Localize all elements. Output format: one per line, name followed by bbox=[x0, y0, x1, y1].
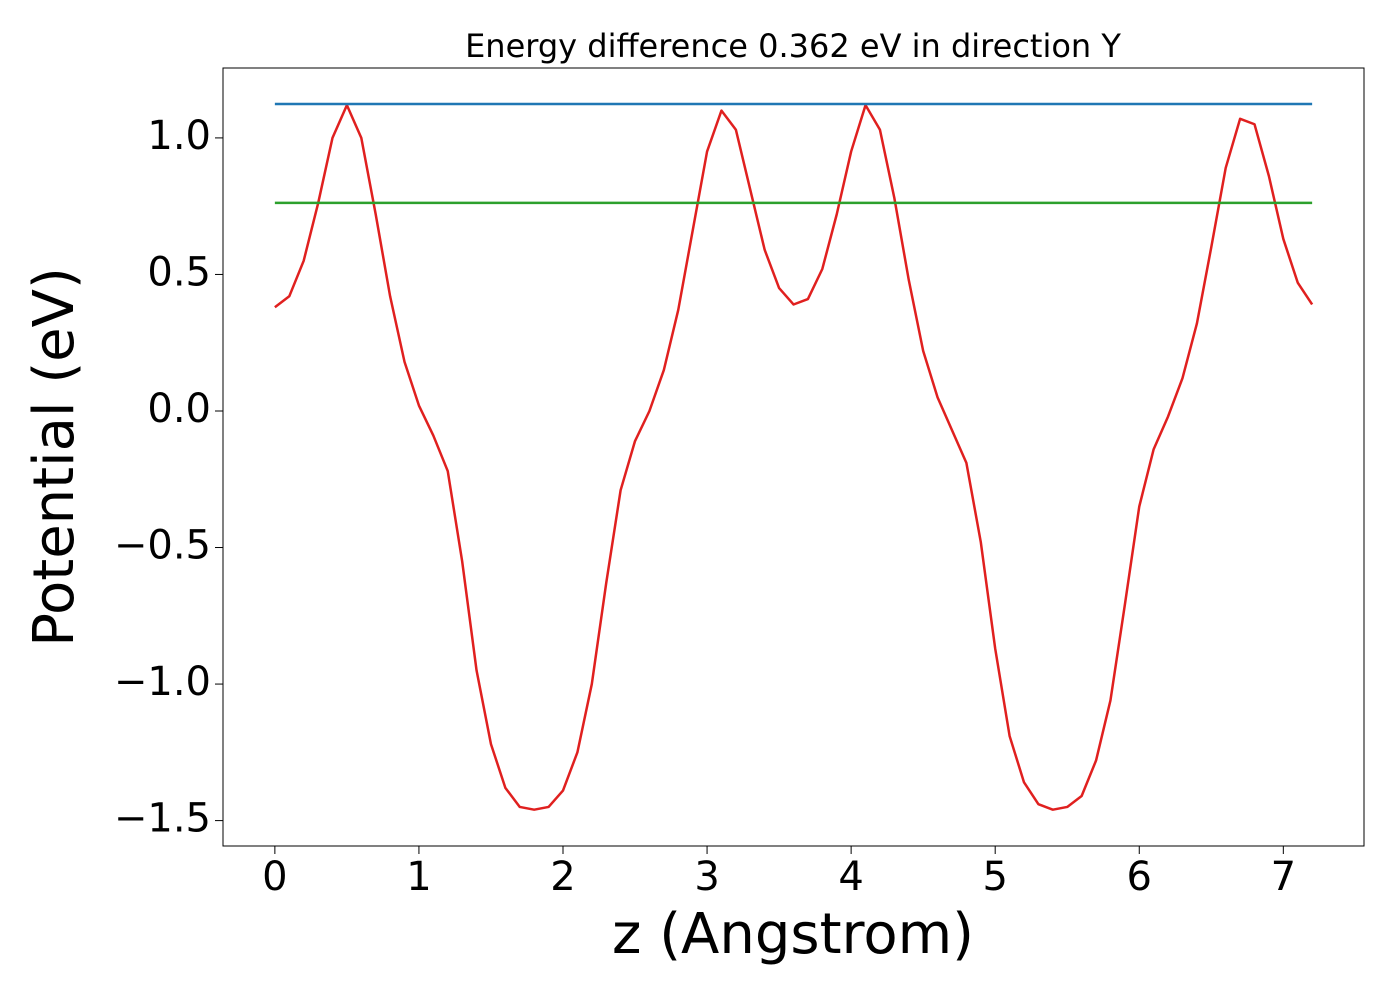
x-tick-label: 6 bbox=[1127, 854, 1152, 900]
chart-title: Energy difference 0.362 eV in direction … bbox=[465, 27, 1121, 65]
x-tick-label: 5 bbox=[982, 854, 1007, 900]
x-tick-label: 7 bbox=[1271, 854, 1296, 900]
y-tick-label: 1.0 bbox=[147, 113, 211, 159]
y-tick-label: 0.0 bbox=[147, 386, 211, 432]
x-tick-label: 0 bbox=[262, 854, 287, 900]
x-tick-label: 3 bbox=[694, 854, 719, 900]
x-axis-label: z (Angstrom) bbox=[612, 902, 974, 967]
line-series bbox=[274, 103, 1314, 811]
x-tick-label: 1 bbox=[406, 854, 431, 900]
x-tick-label: 4 bbox=[838, 854, 863, 900]
x-tick-label: 2 bbox=[550, 854, 575, 900]
plot-frame bbox=[222, 67, 1365, 847]
y-axis-label: Potential (eV) bbox=[22, 267, 87, 647]
y-tick-label: −1.5 bbox=[114, 796, 211, 842]
y-tick-label: 0.5 bbox=[147, 249, 211, 295]
y-tick-label: −1.0 bbox=[114, 659, 211, 705]
y-tick-label: −0.5 bbox=[114, 523, 211, 569]
